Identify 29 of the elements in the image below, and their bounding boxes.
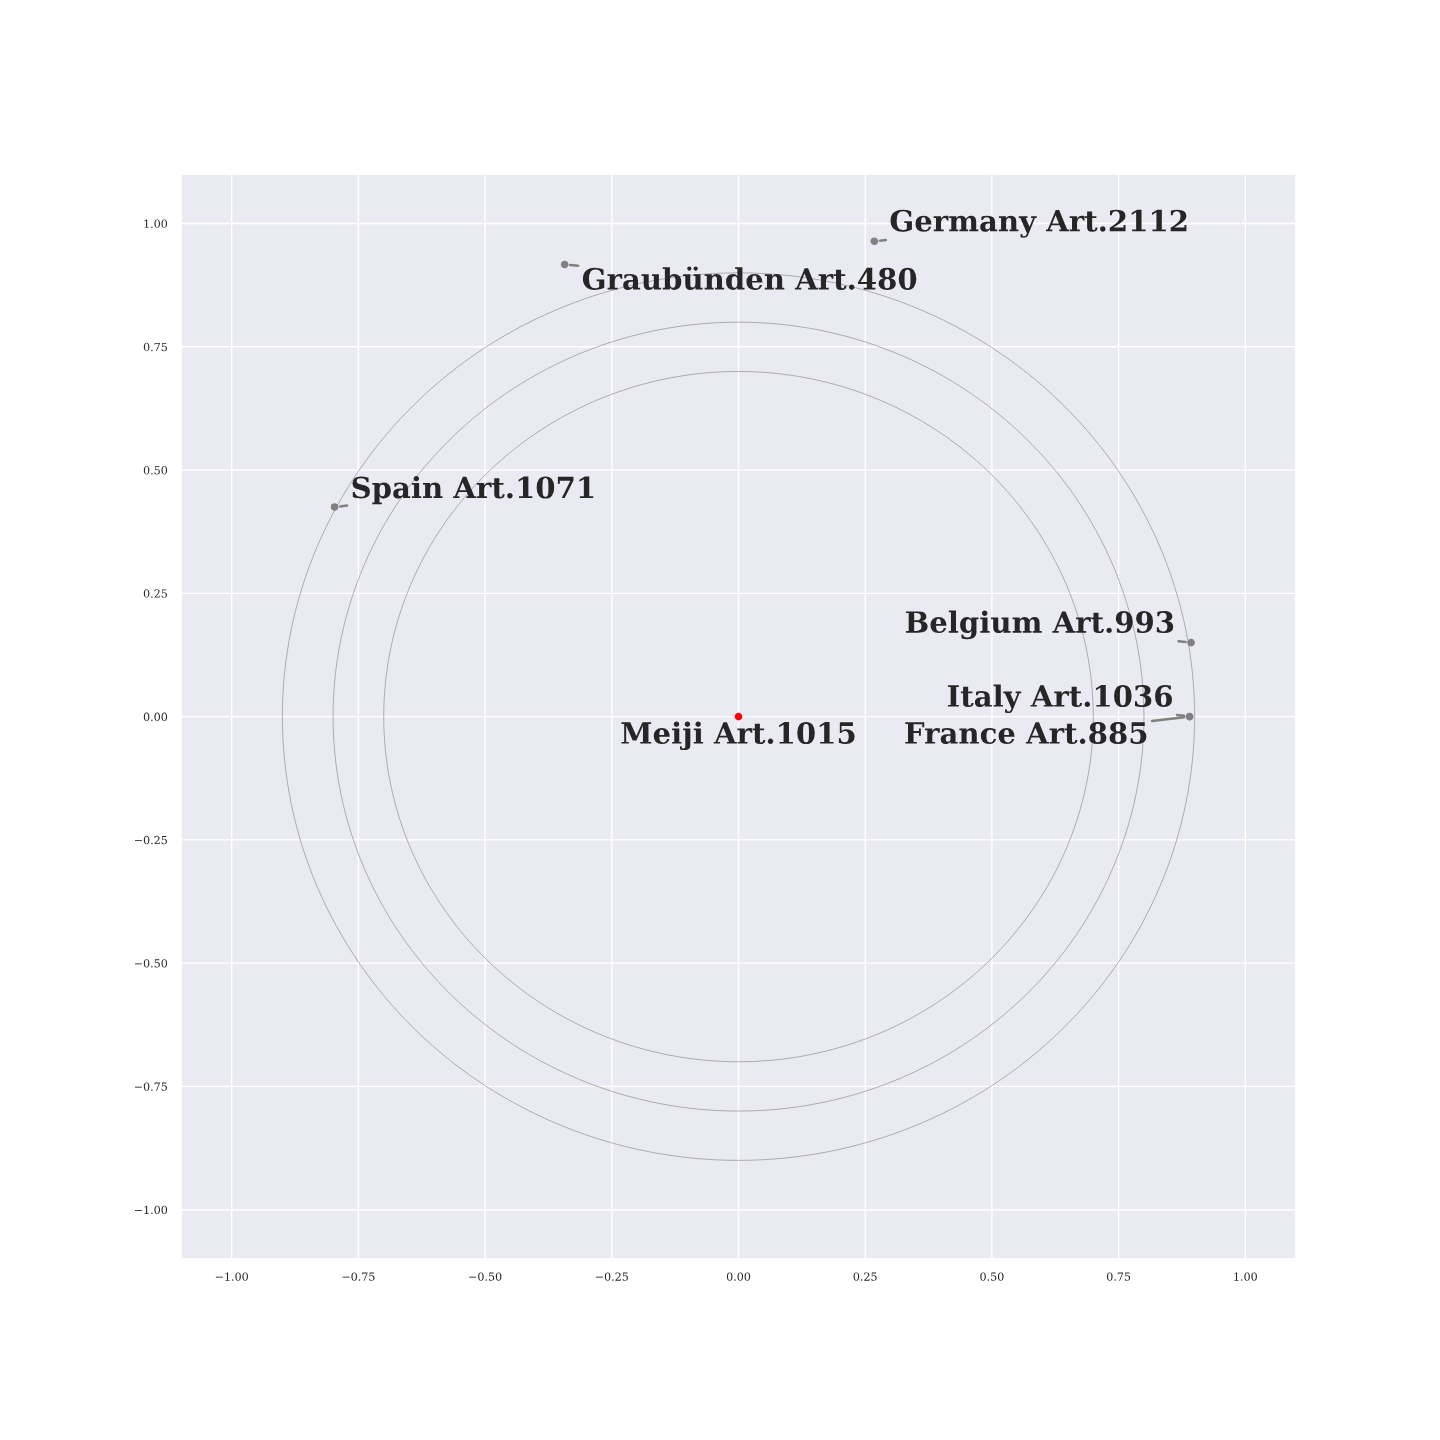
annotation: Spain Art.1071 [352, 475, 594, 505]
point [330, 503, 339, 511]
y-tick-label: −1.00 [134, 1205, 168, 1215]
y-tick-label: −0.25 [134, 835, 167, 845]
y-tick-label: 0.50 [143, 466, 168, 475]
y-tick-label: 0.75 [143, 342, 167, 352]
point [1187, 638, 1195, 647]
annotation: Belgium Art.993 [905, 610, 1174, 640]
x-tick-label: 0.00 [726, 1272, 751, 1281]
x-tick-label: 0.25 [853, 1272, 877, 1281]
x-tick-label: −0.75 [342, 1272, 375, 1281]
annotation: France Art.885 [905, 721, 1147, 745]
y-tick-label: −0.75 [134, 1082, 167, 1091]
x-tick-label: −0.50 [469, 1272, 502, 1281]
x-tick-label: −1.00 [215, 1272, 248, 1281]
annotation: Meiji Art.1015 [621, 721, 855, 751]
x-tick-label: −0.25 [595, 1272, 628, 1281]
y-tick-label: 1.00 [144, 219, 168, 228]
y-tick-label: −0.50 [134, 959, 168, 968]
annotation: Germany Art.2112 [890, 209, 1187, 238]
point [560, 260, 569, 269]
y-tick-label: 0.25 [143, 589, 167, 598]
point [870, 237, 879, 246]
annotation: Graubünden Art.480 [582, 266, 917, 290]
y-tick-label: 0.00 [143, 712, 168, 721]
annotation: Italy Art.1036 [947, 684, 1172, 714]
x-tick-label: 0.50 [980, 1272, 1004, 1281]
x-tick-label: 0.75 [1106, 1272, 1131, 1281]
x-tick-label: 1.00 [1234, 1272, 1257, 1281]
